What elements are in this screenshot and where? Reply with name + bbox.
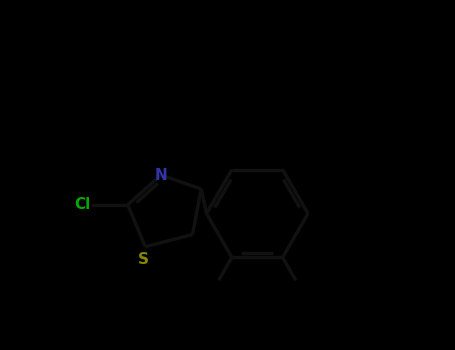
Text: N: N (155, 168, 167, 182)
Text: Cl: Cl (74, 197, 91, 212)
Text: S: S (138, 252, 149, 266)
